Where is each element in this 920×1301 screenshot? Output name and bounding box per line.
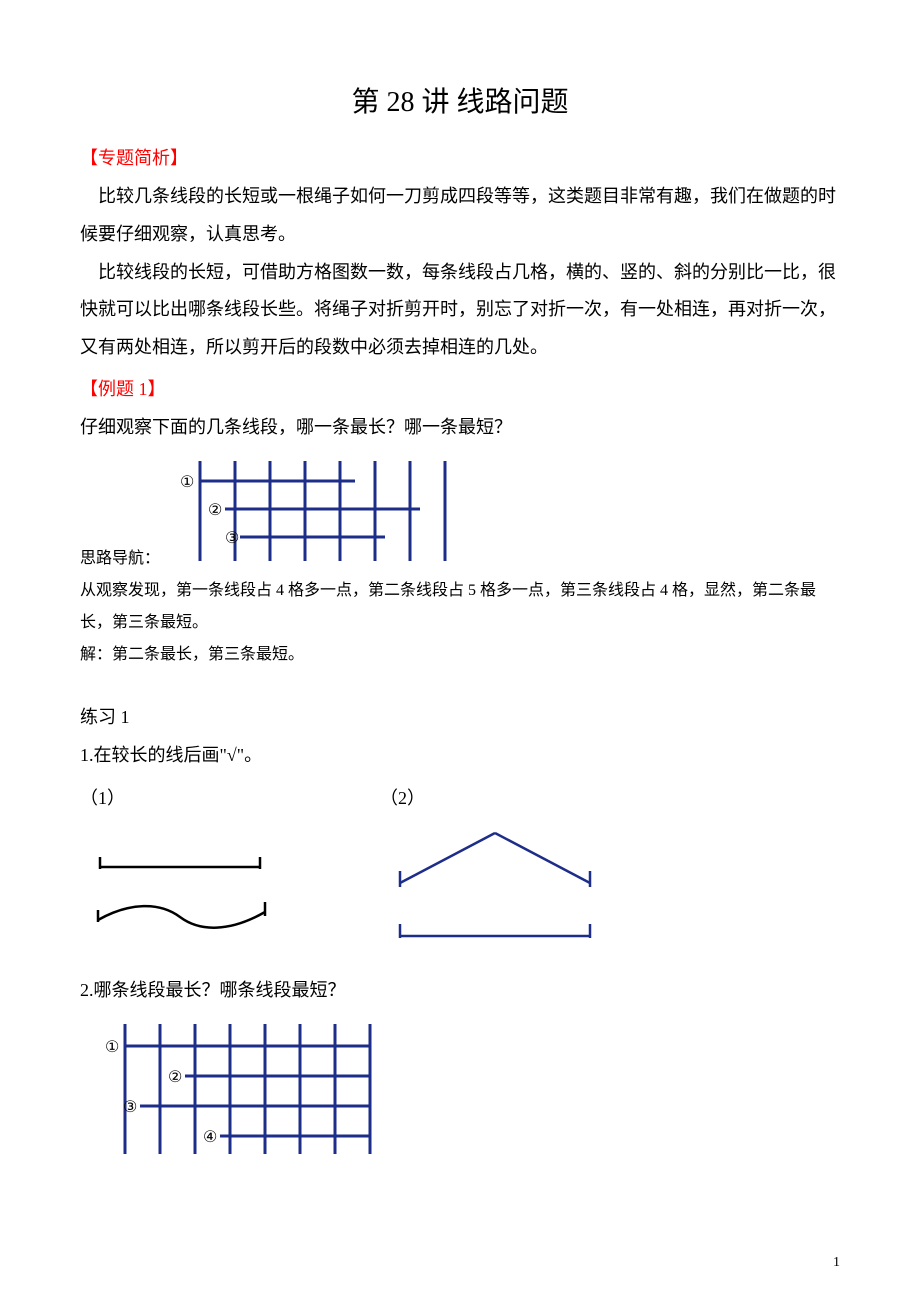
example-1-question: 仔细观察下面的几条线段，哪一条最长？哪一条最短？	[80, 409, 840, 447]
svg-text:①: ①	[105, 1039, 119, 1056]
svg-text:②: ②	[208, 502, 222, 519]
practice-1-head: 练习 1	[80, 699, 840, 737]
q1-fig-2-svg	[380, 828, 620, 958]
section-analysis-head: 【专题简析】	[80, 144, 840, 170]
page-title: 第 28 讲 线路问题	[80, 80, 840, 120]
practice-1-q1-figures: （1） （2）	[80, 780, 840, 958]
grid-2-svg: ① ② ③ ④	[90, 1014, 410, 1164]
example-1-head: 【例题 1】	[80, 375, 840, 401]
svg-text:②: ②	[168, 1069, 182, 1086]
q1-label-2: （2）	[380, 788, 425, 808]
page-number: 1	[833, 1255, 840, 1271]
nav-label: 思路导航：	[80, 543, 160, 575]
svg-text:④: ④	[203, 1129, 217, 1146]
q1-col-1: （1）	[80, 780, 280, 958]
q1-label-1: （1）	[80, 788, 125, 808]
practice-1-q2: 2.哪条线段最长？哪条线段最短？	[80, 972, 840, 1010]
svg-text:③: ③	[123, 1099, 137, 1116]
svg-text:③: ③	[225, 530, 239, 547]
svg-text:①: ①	[180, 474, 194, 491]
practice-1-q1: 1.在较长的线后画"√"。	[80, 737, 840, 775]
practice-1-q2-figure: ① ② ③ ④	[90, 1014, 840, 1164]
q1-fig-1-svg	[80, 842, 280, 942]
solution-text: 解：第二条最长，第三条最短。	[80, 639, 840, 671]
grid-1-svg: ①②③	[180, 451, 480, 571]
example-1-figure-row: 思路导航： ①②③	[80, 447, 840, 575]
q1-col-2: （2）	[380, 780, 620, 958]
nav-text: 从观察发现，第一条线段占 4 格多一点，第二条线段占 5 格多一点，第三条线段占…	[80, 575, 840, 639]
analysis-paragraph-2: 比较线段的长短，可借助方格图数一数，每条线段占几格，横的、竖的、斜的分别比一比，…	[80, 254, 840, 367]
analysis-paragraph-1: 比较几条线段的长短或一根绳子如何一刀剪成四段等等，这类题目非常有趣，我们在做题的…	[80, 178, 840, 254]
example-1-grid-figure: ①②③	[180, 451, 480, 571]
page: 第 28 讲 线路问题 【专题简析】 比较几条线段的长短或一根绳子如何一刀剪成四…	[0, 0, 920, 1301]
